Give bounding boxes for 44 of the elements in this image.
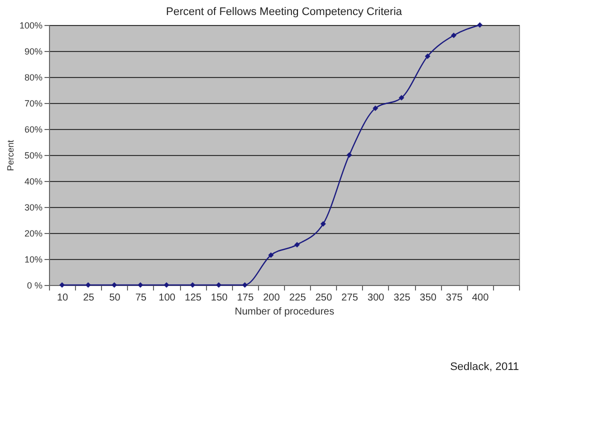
x-tick-label: 10 bbox=[56, 292, 69, 304]
point bbox=[59, 282, 65, 288]
y-tick-label: 20% bbox=[24, 228, 42, 238]
y-tick-label: 90% bbox=[24, 46, 42, 56]
x-tick-label: 100 bbox=[158, 292, 176, 304]
x-tick-label: 150 bbox=[210, 292, 228, 304]
point bbox=[294, 242, 300, 248]
point bbox=[346, 152, 352, 158]
point bbox=[242, 282, 248, 288]
y-tick-label: 10% bbox=[24, 254, 42, 264]
point bbox=[477, 22, 483, 28]
point bbox=[164, 282, 170, 288]
x-axis-title: Number of procedures bbox=[234, 306, 334, 318]
point bbox=[398, 95, 404, 101]
x-tick-label: 75 bbox=[135, 292, 147, 304]
x-tick-label: 200 bbox=[263, 292, 280, 304]
x-tick-label: 350 bbox=[420, 292, 437, 304]
x-tick-label: 275 bbox=[341, 292, 359, 304]
point bbox=[320, 221, 326, 227]
x-tick-label: 400 bbox=[472, 292, 490, 304]
point bbox=[424, 53, 430, 59]
chart-title: Percent of Fellows Meeting Competency Criteria bbox=[166, 6, 403, 18]
x-tick-label: 25 bbox=[83, 292, 95, 304]
x-tick-label: 300 bbox=[368, 292, 385, 304]
point bbox=[372, 105, 378, 111]
x-tick-label: 375 bbox=[446, 292, 463, 304]
x-tick-label: 225 bbox=[289, 292, 306, 304]
y-tick-label: 60% bbox=[24, 124, 42, 134]
y-tick-label: 40% bbox=[24, 176, 42, 186]
y-tick-label: 30% bbox=[24, 202, 42, 212]
x-tick-label: 325 bbox=[394, 292, 411, 304]
x-tick-label: 125 bbox=[184, 292, 202, 304]
x-tick-label: 175 bbox=[236, 292, 254, 304]
y-tick-label: 50% bbox=[24, 150, 42, 160]
y-tick-label: 70% bbox=[24, 98, 42, 108]
y-tick-label: 0 % bbox=[26, 280, 42, 290]
x-tick-label: 250 bbox=[315, 292, 332, 304]
point bbox=[268, 252, 274, 258]
point bbox=[450, 32, 456, 38]
y-axis-title: Percent bbox=[5, 140, 16, 172]
text: Sedlack, 2011 bbox=[450, 361, 519, 373]
y-tick-label: 100% bbox=[19, 20, 42, 30]
y-tick-label: 80% bbox=[24, 72, 42, 82]
x-tick-label: 50 bbox=[109, 292, 121, 304]
